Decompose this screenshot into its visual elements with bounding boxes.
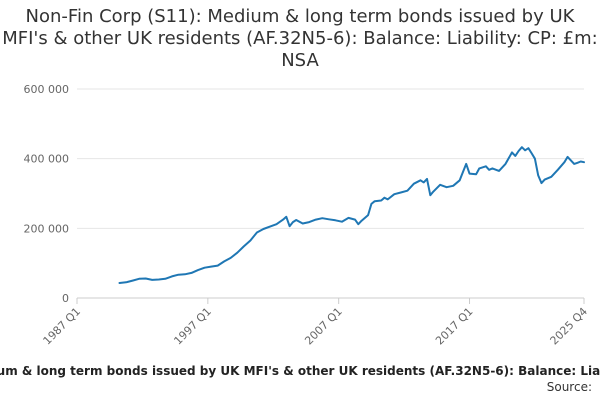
- y-tick-label: 600 000: [24, 83, 70, 96]
- series-label: Non-Fin Corp (S11): Medium & long term b…: [0, 364, 600, 378]
- x-tick-label: 1997 Q1: [171, 305, 214, 348]
- x-tick-label: 1987 Q1: [41, 305, 84, 348]
- y-tick-label: 0: [62, 292, 69, 305]
- source-label: Source:: [546, 380, 592, 394]
- chart-title: Non-Fin Corp (S11): Medium & long term b…: [2, 6, 598, 71]
- x-tick-label: 2007 Q1: [302, 305, 345, 348]
- x-tick-label: 2025 Q4: [548, 305, 591, 348]
- y-tick-label: 400 000: [24, 153, 70, 166]
- y-tick-label: 200 000: [24, 222, 70, 235]
- series-line: [118, 146, 585, 284]
- series-label-text: Non-Fin Corp (S11): Medium & long term b…: [0, 364, 600, 378]
- x-tick-label: 2017 Q1: [433, 305, 476, 348]
